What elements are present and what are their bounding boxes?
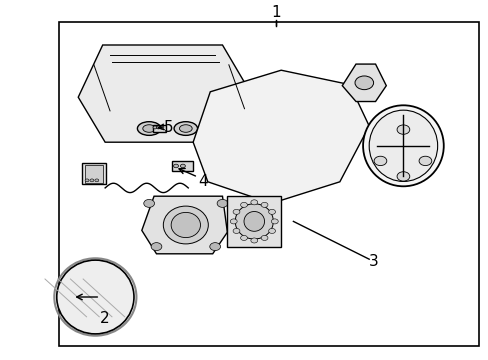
Text: 3: 3 [368, 253, 378, 269]
Bar [82, 163, 105, 184]
Circle shape [250, 238, 257, 243]
Circle shape [95, 179, 99, 182]
Ellipse shape [244, 211, 264, 231]
Bar [84, 165, 103, 183]
Circle shape [240, 235, 247, 240]
Circle shape [268, 210, 275, 215]
Circle shape [250, 200, 257, 205]
Circle shape [156, 126, 160, 129]
Circle shape [261, 202, 267, 207]
Circle shape [373, 156, 386, 166]
Circle shape [396, 172, 409, 181]
Text: 1: 1 [271, 5, 281, 20]
Circle shape [217, 199, 227, 207]
Polygon shape [78, 45, 254, 142]
Ellipse shape [362, 105, 443, 186]
Circle shape [180, 164, 185, 168]
Polygon shape [342, 64, 386, 102]
Circle shape [173, 164, 178, 168]
Circle shape [354, 76, 373, 90]
Circle shape [151, 243, 162, 251]
Circle shape [230, 219, 237, 224]
Circle shape [240, 202, 247, 207]
Ellipse shape [137, 122, 161, 135]
Ellipse shape [163, 206, 208, 244]
Ellipse shape [179, 125, 192, 132]
Circle shape [85, 179, 89, 182]
Circle shape [160, 126, 163, 129]
Text: 5: 5 [163, 120, 173, 135]
Circle shape [233, 228, 240, 233]
Circle shape [268, 229, 275, 234]
Circle shape [271, 219, 278, 224]
Circle shape [418, 156, 431, 166]
Circle shape [396, 125, 409, 134]
Bar [152, 125, 166, 132]
Ellipse shape [142, 125, 155, 132]
Bar [172, 161, 192, 171]
Ellipse shape [235, 204, 273, 239]
Polygon shape [227, 196, 281, 247]
Polygon shape [142, 196, 227, 254]
Ellipse shape [174, 122, 197, 135]
Ellipse shape [171, 212, 200, 238]
Bar [59, 22, 478, 346]
Ellipse shape [368, 110, 437, 181]
Circle shape [233, 210, 240, 215]
Circle shape [261, 235, 267, 240]
Text: 4: 4 [198, 174, 207, 189]
Text: 2: 2 [100, 311, 110, 326]
Ellipse shape [57, 260, 134, 334]
Polygon shape [193, 70, 368, 203]
Circle shape [90, 179, 94, 182]
Circle shape [153, 126, 157, 129]
Circle shape [209, 243, 220, 251]
Circle shape [143, 199, 154, 207]
